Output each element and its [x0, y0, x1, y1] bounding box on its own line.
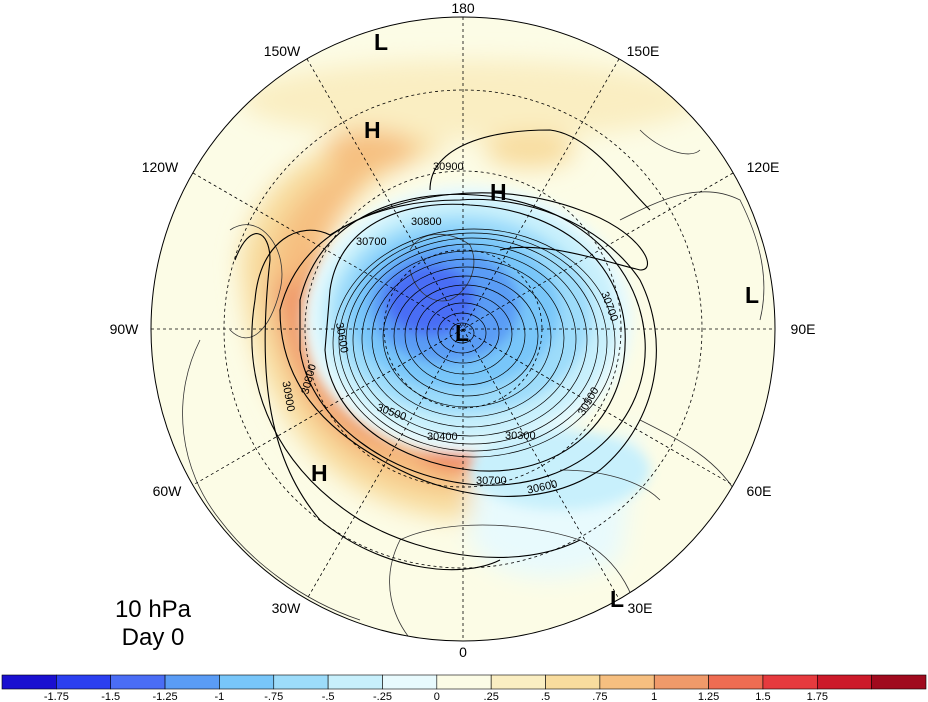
- longitude-label: 180: [451, 0, 475, 16]
- colorbar-swatch: [816, 674, 872, 690]
- colorbar-tick-label: -.75: [264, 691, 283, 702]
- colorbar-swatch: [110, 674, 166, 690]
- contour-label: 30700: [476, 475, 507, 487]
- colorbar-swatch: [382, 674, 438, 690]
- colorbar-swatch: [545, 674, 601, 690]
- high-center-label: H: [364, 117, 381, 143]
- longitude-label: 90E: [791, 321, 816, 337]
- colorbar-swatch: [762, 674, 818, 690]
- longitude-label: 60W: [153, 483, 183, 499]
- longitude-label: 30W: [272, 600, 302, 616]
- low-center-label: L: [745, 282, 759, 308]
- high-center-label: H: [490, 179, 507, 205]
- colorbar-swatch: [164, 674, 220, 690]
- colorbar: -1.75 -1.5 -1.25 -1 -.75 -.5 -.25 0 .25 .5 .75 1 1.2…: [1, 674, 927, 702]
- colorbar-tick-label: .75: [592, 691, 607, 702]
- colorbar-swatch: [327, 674, 383, 690]
- longitude-label: 0: [459, 644, 467, 660]
- longitude-labels: 180 150E 120E 90E 60E 30E 0 30W 60W 90W …: [110, 0, 816, 660]
- colorbar-swatch: [56, 674, 112, 690]
- longitude-label: 60E: [747, 483, 772, 499]
- colorbar-tick-label: -1.25: [153, 691, 178, 702]
- colorbar-swatch: [436, 674, 492, 690]
- colorbar-tick-label: -1.5: [101, 691, 120, 702]
- longitude-label: 150E: [627, 43, 660, 59]
- colorbar-tick-label: -.5: [322, 691, 335, 702]
- longitude-label: 120W: [142, 159, 179, 175]
- longitude-label: 120E: [747, 159, 780, 175]
- high-center-label: H: [311, 460, 328, 486]
- colorbar-swatch: [708, 674, 764, 690]
- low-center-label: L: [610, 586, 624, 612]
- graticule: [151, 17, 775, 641]
- contour-label: 30700: [356, 236, 387, 248]
- colorbar-tick-label: 1.25: [698, 691, 719, 702]
- colorbar-swatch: [871, 674, 927, 690]
- colorbar-tick-label: -.25: [373, 691, 392, 702]
- contour-label: 30600: [333, 322, 350, 354]
- colorbar-tick-label: 1.5: [755, 691, 770, 702]
- colorbar-tick-label: 1.75: [807, 691, 828, 702]
- contour-label: 30800: [411, 216, 442, 228]
- colorbar-tick-label: .25: [484, 691, 499, 702]
- colorbar-tick-label: -1.75: [44, 691, 69, 702]
- colorbar-swatch: [273, 674, 329, 690]
- longitude-label: 30E: [628, 600, 653, 616]
- colorbar-swatch: [653, 674, 709, 690]
- colorbar-swatch: [599, 674, 655, 690]
- low-center-label: L: [374, 29, 388, 55]
- contour-label: 30900: [279, 380, 296, 412]
- contour-label: 30300: [505, 430, 536, 442]
- contour-label: 30400: [427, 431, 458, 443]
- map-boundary: [150, 16, 776, 642]
- day-label: Day 0: [122, 624, 185, 651]
- colorbar-swatch: [1, 674, 57, 690]
- colorbar-swatch: [219, 674, 275, 690]
- pressure-level-label: 10 hPa: [115, 596, 192, 623]
- colorbar-tick-label: 0: [434, 691, 440, 702]
- pressure-centers: L H H L L H L: [311, 29, 759, 612]
- longitude-label: 150W: [264, 43, 301, 59]
- height-contours: [234, 129, 657, 571]
- colorbar-tick-label: 1: [651, 691, 657, 702]
- colorbar-tick-label: -1: [215, 691, 225, 702]
- colorbar-swatch: [490, 674, 546, 690]
- longitude-label: 90W: [110, 321, 140, 337]
- contour-label: 30900: [433, 161, 464, 173]
- colorbar-tick-label: .5: [541, 691, 550, 702]
- low-center-label: L: [455, 320, 469, 346]
